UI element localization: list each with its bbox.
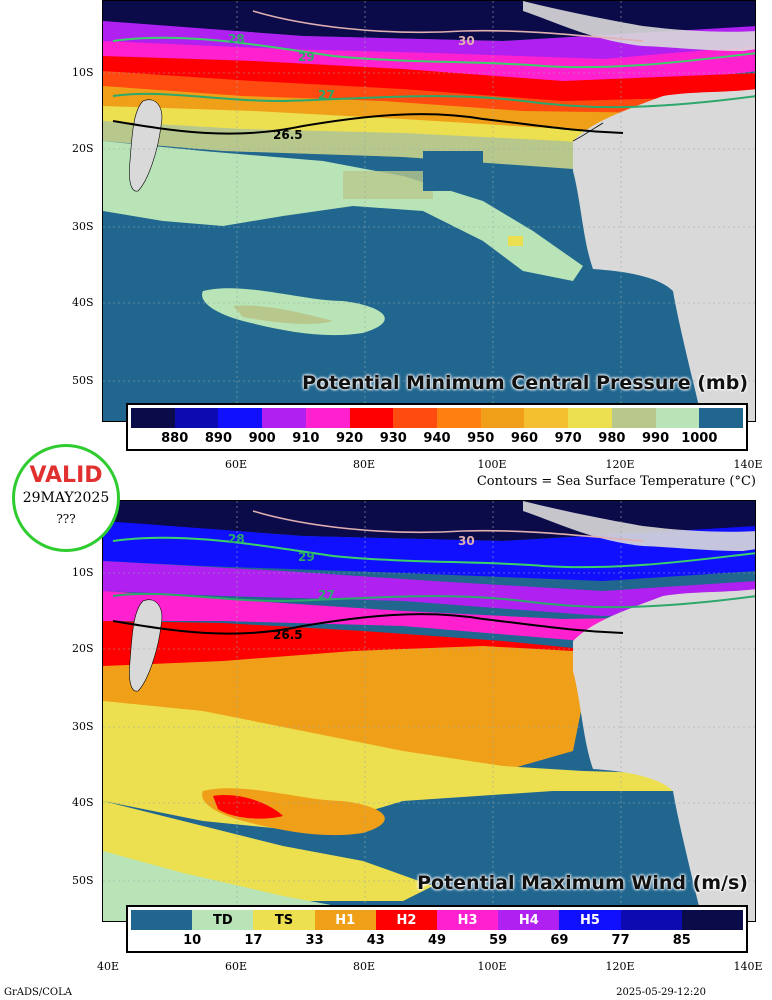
wind-legend-labels: 10 17 33 43 49 59 69 77 85 <box>128 930 746 952</box>
lat-label: 20S <box>72 142 94 155</box>
contour-label: 29 <box>298 550 315 564</box>
lat-label: 40S <box>72 796 94 809</box>
valid-date: 29MAY2025 <box>22 490 110 506</box>
wind-legend-bar: TD TS H1 H2 H3 H4 H5 <box>131 910 744 930</box>
lat-label: 20S <box>72 642 94 655</box>
footer-source: GrADS/COLA <box>4 987 72 998</box>
contour-label: 26.5 <box>273 628 303 642</box>
lat-label: 30S <box>72 720 94 733</box>
pressure-legend-swatch <box>524 408 569 428</box>
contour-label: 30 <box>458 34 475 48</box>
lat-label: 10S <box>72 566 94 579</box>
pressure-legend-label: 1000 <box>681 431 718 446</box>
wind-legend-label: 77 <box>611 933 630 948</box>
lat-label: 10S <box>72 66 94 79</box>
pressure-legend-label: 960 <box>510 431 538 446</box>
lon-label: 60E <box>224 960 248 973</box>
pressure-legend-label: 910 <box>292 431 320 446</box>
contour-label: 28 <box>228 32 245 46</box>
lon-label: 120E <box>605 458 635 471</box>
pressure-legend-swatch <box>437 408 481 428</box>
pressure-legend-label: 880 <box>161 431 189 446</box>
wind-legend-label: 17 <box>244 933 263 948</box>
lon-label: 140E <box>733 458 763 471</box>
contour-note: Contours = Sea Surface Temperature (°C) <box>476 474 756 489</box>
pressure-legend-swatch <box>480 408 525 428</box>
wind-legend-swatch: H3 <box>437 910 499 930</box>
contour-label: 27 <box>318 588 335 602</box>
contour-label: 27 <box>318 88 335 102</box>
pressure-legend-swatch <box>655 408 700 428</box>
wind-legend-label: 85 <box>672 933 691 948</box>
lon-label: 100E <box>477 458 507 471</box>
wind-legend-swatch: TS <box>253 910 315 930</box>
wind-map-svg: 28 29 30 27 26.5 <box>103 501 755 921</box>
lon-label: 120E <box>605 960 635 973</box>
valid-title: VALID <box>29 463 103 488</box>
wind-legend-label: 43 <box>366 933 385 948</box>
pressure-legend-swatch <box>262 408 306 428</box>
lon-label: 80E <box>352 960 376 973</box>
contour-label: 26.5 <box>273 128 303 142</box>
lon-label: 140E <box>733 960 763 973</box>
wind-legend-label: 33 <box>305 933 324 948</box>
wind-legend-swatch: H4 <box>498 910 560 930</box>
wind-map-panel: 28 29 30 27 26.5 <box>102 500 756 922</box>
contour-label: 28 <box>228 532 245 546</box>
lat-label: 50S <box>72 374 94 387</box>
valid-extra: ??? <box>56 512 76 526</box>
lat-label: 40S <box>72 296 94 309</box>
valid-badge: VALID 29MAY2025 ??? <box>12 444 120 552</box>
wind-legend-label: 49 <box>427 933 447 948</box>
contour-label: 30 <box>458 534 475 548</box>
pressure-legend-bar <box>131 408 744 428</box>
pressure-legend-swatch <box>305 408 350 428</box>
wind-legend-swatch: H5 <box>559 910 621 930</box>
wind-legend-label: 69 <box>550 933 569 948</box>
pressure-legend-swatch <box>699 408 744 428</box>
pressure-title: Potential Minimum Central Pressure (mb) <box>302 372 748 394</box>
lat-label: 30S <box>72 220 94 233</box>
pressure-legend-swatch <box>174 408 219 428</box>
pressure-legend-swatch <box>393 408 438 428</box>
pressure-legend-label: 930 <box>379 431 407 446</box>
wind-legend-swatch: H1 <box>314 910 376 930</box>
pressure-legend: 880 890 900 910 920 930 940 950 960 970 980 990 1000 <box>126 403 748 451</box>
pressure-legend-label: 970 <box>554 431 582 446</box>
pressure-legend-swatch <box>568 408 612 428</box>
pressure-legend-swatch <box>218 408 263 428</box>
lat-label: 50S <box>72 874 94 887</box>
lon-label: 100E <box>477 960 507 973</box>
pressure-legend-labels: 880 890 900 910 920 930 940 950 960 970 980 990 1000 <box>128 428 746 450</box>
wind-legend-label: 59 <box>489 933 508 948</box>
pressure-legend-label: 940 <box>423 431 451 446</box>
pressure-legend-label: 900 <box>248 431 276 446</box>
lon-label: 60E <box>224 458 248 471</box>
wind-legend-swatch <box>131 910 193 930</box>
pressure-legend-label: 950 <box>467 431 495 446</box>
contour-label: 29 <box>298 50 315 64</box>
pressure-map-svg: 28 29 30 27 26.5 <box>103 1 755 421</box>
pressure-legend-label: 890 <box>204 431 232 446</box>
pressure-legend-label: 980 <box>598 431 626 446</box>
wind-legend-swatch: H2 <box>375 910 438 930</box>
footer-timestamp: 2025-05-29-12:20 <box>616 987 706 998</box>
wind-legend-label: 10 <box>183 933 202 948</box>
lon-label: 40E <box>96 960 120 973</box>
pressure-legend-label: 990 <box>641 431 670 446</box>
wind-legend-swatch <box>681 910 744 930</box>
lon-label: 80E <box>352 458 376 471</box>
wind-title: Potential Maximum Wind (m/s) <box>417 872 748 894</box>
pressure-legend-swatch <box>611 408 656 428</box>
pressure-legend-swatch <box>131 408 175 428</box>
wind-legend-swatch <box>620 910 682 930</box>
pressure-map-panel: 28 29 30 27 26.5 <box>102 0 756 422</box>
pressure-legend-swatch <box>349 408 394 428</box>
wind-legend: TD TS H1 H2 H3 H4 H5 10 17 33 43 49 59 69 77 85 <box>126 905 748 953</box>
pressure-legend-label: 920 <box>335 431 364 446</box>
wind-legend-swatch: TD <box>192 910 254 930</box>
